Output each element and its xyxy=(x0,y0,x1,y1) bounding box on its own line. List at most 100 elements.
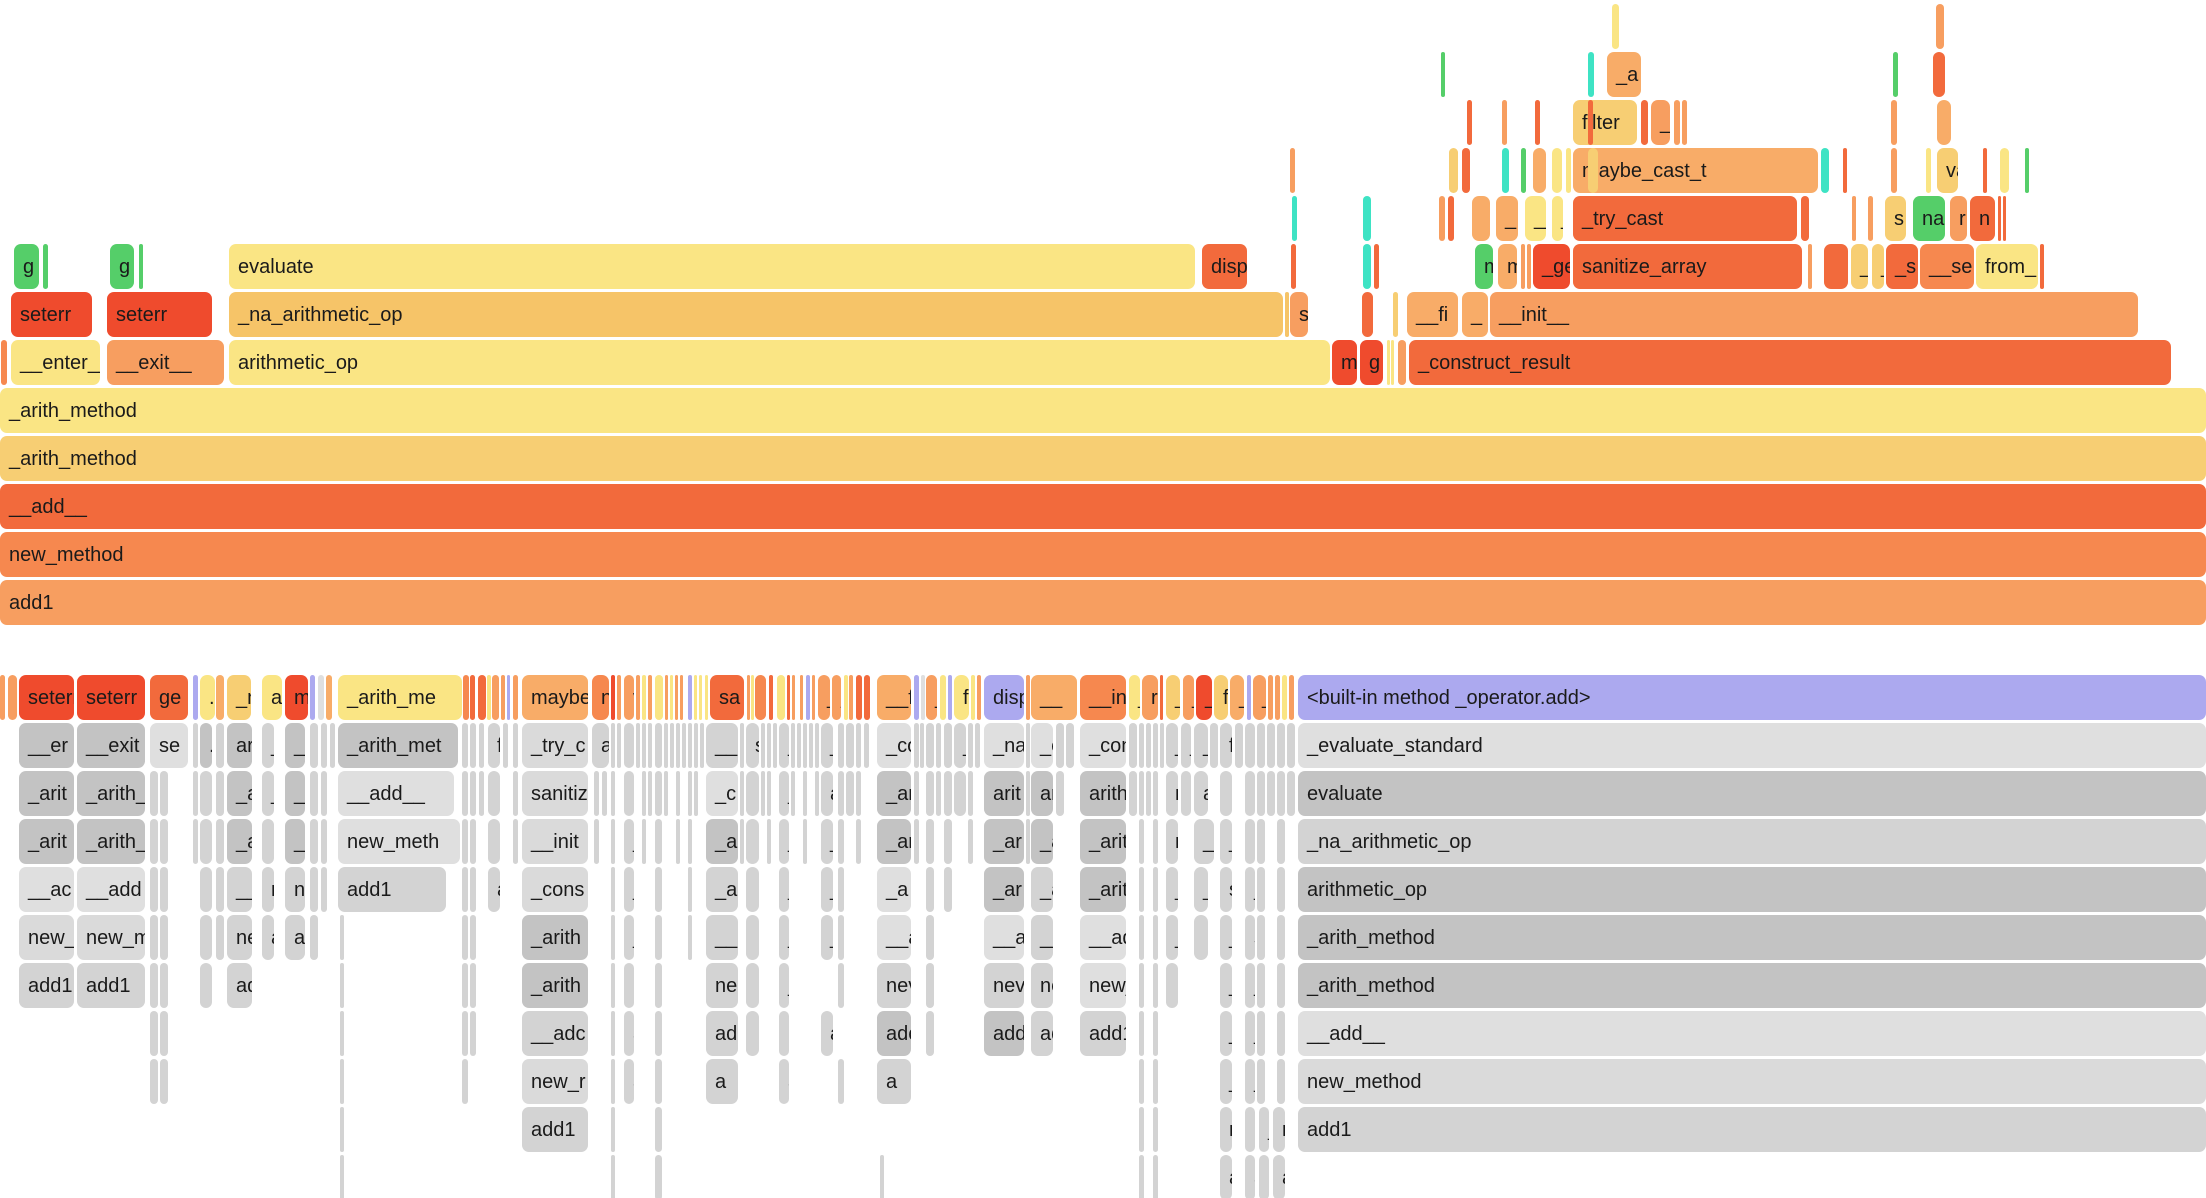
frame[interactable]: disp xyxy=(984,675,1024,720)
frame[interactable] xyxy=(611,819,615,864)
frame[interactable] xyxy=(200,963,212,1008)
frame[interactable]: __ xyxy=(624,915,634,960)
frame[interactable] xyxy=(1153,963,1158,1008)
frame[interactable]: seterr xyxy=(19,675,74,720)
frame[interactable] xyxy=(767,723,771,768)
frame[interactable] xyxy=(746,963,759,1008)
frame[interactable] xyxy=(310,675,315,720)
frame[interactable] xyxy=(936,771,941,816)
frame[interactable]: _const xyxy=(1080,723,1126,768)
frame[interactable] xyxy=(611,1155,615,1198)
frame[interactable] xyxy=(809,723,813,768)
frame[interactable] xyxy=(1194,915,1208,960)
frame[interactable]: seterr xyxy=(77,675,145,720)
frame[interactable] xyxy=(975,723,980,768)
frame[interactable]: m xyxy=(1498,244,1517,289)
frame[interactable]: maybe xyxy=(522,675,588,720)
frame[interactable]: a xyxy=(160,1059,168,1104)
frame[interactable]: _a xyxy=(624,819,634,864)
frame[interactable]: a xyxy=(821,1011,833,1056)
frame[interactable] xyxy=(944,723,952,768)
frame[interactable]: _ xyxy=(1129,675,1140,720)
frame[interactable]: na xyxy=(1913,196,1945,241)
frame[interactable]: new_ xyxy=(19,915,74,960)
frame[interactable]: __a xyxy=(877,915,911,960)
frame[interactable] xyxy=(769,675,773,720)
frame[interactable]: add1 xyxy=(19,963,74,1008)
frame[interactable] xyxy=(611,675,615,720)
frame[interactable]: i xyxy=(940,675,946,720)
frame[interactable] xyxy=(688,867,692,912)
frame[interactable] xyxy=(791,771,795,816)
frame[interactable]: _arith_ xyxy=(77,819,145,864)
frame[interactable] xyxy=(200,819,212,864)
frame[interactable]: _a xyxy=(285,771,305,816)
frame[interactable] xyxy=(1139,1155,1144,1198)
frame[interactable] xyxy=(914,819,919,864)
frame[interactable] xyxy=(1026,723,1030,768)
frame[interactable] xyxy=(1277,819,1285,864)
frame[interactable]: new_method xyxy=(1298,1059,2206,1104)
frame[interactable] xyxy=(694,771,698,816)
frame[interactable]: _arith_method xyxy=(1298,963,2206,1008)
frame[interactable] xyxy=(914,675,919,720)
frame[interactable] xyxy=(1257,867,1265,912)
frame[interactable] xyxy=(1926,148,1931,193)
frame[interactable]: ne xyxy=(1031,963,1053,1008)
frame[interactable] xyxy=(682,723,686,768)
frame[interactable]: _ xyxy=(818,675,830,720)
frame[interactable]: va xyxy=(1937,148,1958,193)
frame[interactable]: . xyxy=(200,723,212,768)
frame[interactable] xyxy=(602,771,607,816)
frame[interactable]: _ xyxy=(655,819,662,864)
frame[interactable]: __init xyxy=(522,819,588,864)
frame[interactable] xyxy=(1641,100,1648,145)
frame[interactable] xyxy=(761,771,765,816)
frame[interactable] xyxy=(1893,52,1898,97)
frame[interactable] xyxy=(1277,867,1285,912)
frame[interactable] xyxy=(1139,867,1144,912)
frame[interactable]: a xyxy=(624,1059,634,1104)
frame[interactable] xyxy=(1153,1155,1158,1198)
frame[interactable] xyxy=(1153,723,1158,768)
frame[interactable]: _ xyxy=(821,915,833,960)
frame[interactable] xyxy=(160,867,168,912)
frame[interactable] xyxy=(1292,196,1297,241)
frame[interactable]: _ xyxy=(1245,1011,1255,1056)
frame[interactable]: s xyxy=(1220,867,1232,912)
frame[interactable]: _ xyxy=(1220,1059,1232,1104)
frame[interactable]: __ xyxy=(706,723,738,768)
frame[interactable] xyxy=(838,723,844,768)
frame[interactable]: a xyxy=(216,915,224,960)
frame[interactable]: add xyxy=(984,1011,1024,1056)
frame[interactable] xyxy=(462,771,468,816)
frame[interactable] xyxy=(330,723,335,768)
frame[interactable] xyxy=(2000,148,2009,193)
frame[interactable]: new_m xyxy=(77,915,145,960)
frame[interactable]: _na_arithmetic_op xyxy=(229,292,1283,337)
frame[interactable]: fi xyxy=(1220,723,1232,768)
frame[interactable] xyxy=(1139,1059,1144,1104)
frame[interactable] xyxy=(1282,675,1287,720)
frame[interactable] xyxy=(838,1059,844,1104)
frame[interactable]: . xyxy=(624,723,634,768)
frame[interactable]: ge xyxy=(150,675,188,720)
frame[interactable]: _ xyxy=(1181,723,1191,768)
frame[interactable] xyxy=(1268,675,1273,720)
frame[interactable] xyxy=(838,915,844,960)
frame[interactable]: n xyxy=(1259,1155,1269,1198)
frame[interactable] xyxy=(954,771,966,816)
frame[interactable] xyxy=(1674,100,1680,145)
frame[interactable] xyxy=(1289,675,1294,720)
frame[interactable]: ac xyxy=(310,915,318,960)
frame[interactable]: _try_cast xyxy=(1573,196,1797,241)
frame[interactable]: _ xyxy=(926,819,934,864)
frame[interactable]: _ xyxy=(1496,196,1518,241)
frame[interactable]: new_m xyxy=(1080,963,1126,1008)
frame[interactable]: s xyxy=(746,723,759,768)
frame[interactable] xyxy=(838,963,844,1008)
frame[interactable] xyxy=(2025,148,2029,193)
frame[interactable]: maybe_cast_t xyxy=(1573,148,1818,193)
frame[interactable] xyxy=(1181,771,1191,816)
frame[interactable]: a xyxy=(150,1011,158,1056)
